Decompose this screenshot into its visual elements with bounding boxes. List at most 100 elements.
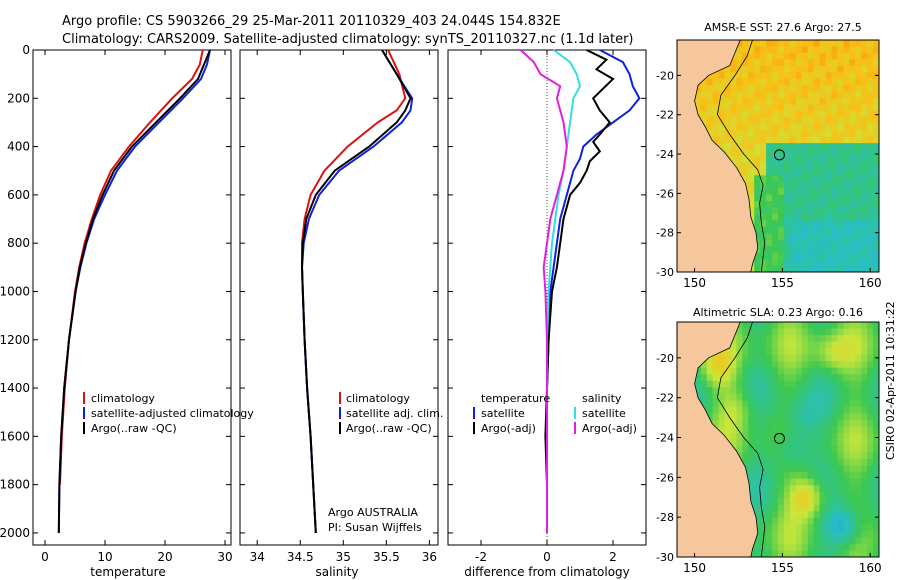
map-cell [712, 117, 720, 125]
map-cell [873, 104, 880, 112]
map-cell [801, 156, 809, 163]
map-cell [807, 246, 815, 254]
map-cell [825, 149, 832, 157]
map-cell [789, 406, 797, 414]
map-cell [855, 452, 862, 460]
map-cell [819, 214, 827, 221]
map-cell [849, 439, 856, 447]
map-cell [718, 85, 726, 93]
map-cell [736, 354, 743, 362]
map-cell [855, 380, 862, 388]
map-cell [819, 485, 827, 493]
map-cell [772, 400, 779, 408]
map-cell [831, 361, 838, 369]
map-cell [772, 322, 779, 330]
map-cell [772, 374, 779, 382]
map-cell [789, 478, 797, 486]
map-cell [748, 413, 755, 421]
map-cell [867, 465, 874, 473]
map-cell [825, 367, 832, 375]
map-cell [742, 380, 749, 388]
map-cell [742, 341, 749, 349]
map-cell [837, 175, 844, 183]
map-cell [843, 335, 850, 343]
map-cell [766, 201, 773, 209]
map-cell [778, 511, 785, 519]
map-cell [843, 98, 850, 105]
map-cell [849, 46, 856, 54]
map-cell [795, 387, 803, 395]
map-cell [783, 123, 791, 131]
map-cell [849, 104, 856, 112]
map-cell [736, 322, 743, 330]
map-cell [778, 472, 785, 480]
temperature-axes-frame [32, 49, 232, 546]
map-cell [831, 136, 838, 144]
map-cell [813, 380, 821, 388]
map-cell [855, 446, 862, 454]
map-cell [867, 98, 874, 105]
map-cell [825, 322, 832, 330]
map-cell [778, 348, 785, 356]
map-cell [819, 104, 827, 112]
x-tick-label: 35.5 [373, 550, 400, 564]
map-cell [754, 446, 761, 454]
map-cell [783, 452, 791, 460]
map-cell [867, 85, 874, 93]
map-cell [813, 537, 821, 545]
map-cell [843, 65, 850, 73]
map-cell [861, 550, 868, 558]
map-cell [748, 400, 755, 408]
map-cell [825, 543, 832, 551]
map-cell [873, 117, 880, 125]
map-cell [831, 259, 838, 267]
map-cell [837, 419, 844, 427]
map-cell [789, 201, 797, 209]
map-cell [772, 511, 779, 519]
map-cell [748, 110, 755, 118]
map-cell [795, 220, 803, 228]
map-cell [754, 207, 761, 215]
map-cell [861, 361, 868, 369]
y-tick-label: 600 [7, 188, 30, 202]
map-cell [813, 328, 821, 336]
map-cell [712, 98, 720, 105]
map-cell [825, 400, 832, 408]
map-cell [819, 543, 827, 551]
map-cell [730, 393, 737, 401]
map-cell [736, 78, 743, 86]
map-cell [742, 432, 749, 440]
map-cell [736, 426, 743, 434]
map-cell [789, 432, 797, 440]
map-cell [807, 168, 815, 176]
map-cell [718, 374, 726, 382]
map-cell [807, 354, 815, 362]
bathymetry-contour [716, 321, 766, 558]
map-cell [772, 143, 779, 151]
map-cell [831, 214, 838, 221]
map-cell [861, 246, 868, 254]
map-cell [772, 194, 779, 202]
map-cell [849, 239, 856, 247]
map-cell [837, 136, 844, 144]
map-cell [873, 446, 880, 454]
map-cell [772, 65, 779, 73]
coastline [694, 39, 759, 273]
map-cell [801, 226, 809, 234]
map-cell [766, 52, 773, 60]
map-cell [760, 446, 767, 454]
map-cell [795, 78, 803, 86]
map-cell [766, 426, 773, 434]
legend-label-satellite: satellite adj. clim. [346, 407, 443, 420]
map-cell [819, 156, 827, 163]
map-cell [801, 504, 809, 512]
map-cell [819, 322, 827, 330]
map-cell [772, 110, 779, 118]
map-cell [831, 472, 838, 480]
map-cell [873, 188, 880, 196]
map-cell [730, 348, 737, 356]
map-cell [849, 446, 856, 454]
map-cell [849, 354, 856, 362]
map-cell [831, 72, 838, 80]
map-cell [861, 413, 868, 421]
